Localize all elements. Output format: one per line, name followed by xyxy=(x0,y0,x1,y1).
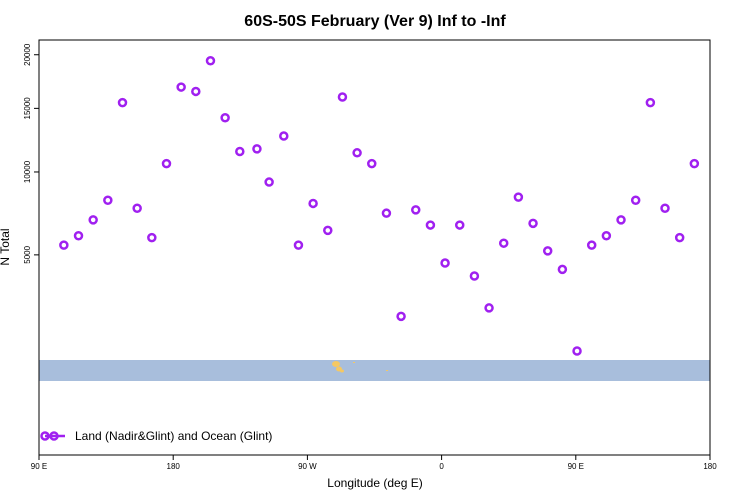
land-patch xyxy=(332,361,340,367)
data-point xyxy=(308,198,318,209)
data-point xyxy=(88,215,98,225)
data-point xyxy=(235,146,245,157)
data-point xyxy=(660,203,670,214)
data-point xyxy=(616,215,626,225)
x-axis-ticks: 90 E 180 90 W 0 90 E 180 xyxy=(31,455,717,471)
data-point xyxy=(572,346,582,356)
data-point xyxy=(484,303,494,313)
data-point xyxy=(411,205,421,215)
data-point xyxy=(528,218,538,229)
x-tick-label: 180 xyxy=(703,462,717,471)
data-point xyxy=(645,97,656,108)
data-point xyxy=(161,158,172,169)
data-point xyxy=(323,225,333,236)
y-tick-label: 5000 xyxy=(23,245,32,263)
x-tick-label: 90 E xyxy=(31,462,47,471)
data-point xyxy=(630,195,641,206)
x-axis-label: Longitude (deg E) xyxy=(327,476,422,490)
data-point xyxy=(352,148,362,158)
data-point xyxy=(454,220,465,230)
data-point xyxy=(513,192,524,202)
data-point xyxy=(117,97,128,108)
data-point xyxy=(264,177,274,187)
data-point xyxy=(205,56,216,66)
data-point xyxy=(542,246,553,256)
data-point xyxy=(498,238,509,248)
x-tick-label: 90 E xyxy=(568,462,584,471)
data-point xyxy=(601,231,612,241)
data-point xyxy=(337,92,348,102)
x-tick-label: 0 xyxy=(439,462,444,471)
data-points xyxy=(59,56,700,356)
data-point xyxy=(689,158,700,169)
data-point xyxy=(367,158,377,169)
legend: Land (Nadir&Glint) and Ocean (Glint) xyxy=(40,429,272,443)
data-point xyxy=(103,195,113,206)
data-point xyxy=(252,144,262,154)
y-tick-label: 20000 xyxy=(23,43,32,66)
ocean-band xyxy=(39,360,710,381)
data-point xyxy=(59,240,69,250)
data-point xyxy=(674,232,685,243)
data-point xyxy=(425,220,436,230)
data-point xyxy=(147,232,157,243)
data-point xyxy=(293,240,304,250)
legend-marker xyxy=(49,431,59,441)
land-mask-band xyxy=(39,360,710,381)
y-tick-label: 15000 xyxy=(23,97,32,120)
data-point xyxy=(440,258,450,268)
land-patch xyxy=(353,362,355,363)
y-axis-label: N Total xyxy=(0,228,12,265)
data-point xyxy=(73,231,84,241)
legend-label: Land (Nadir&Glint) and Ocean (Glint) xyxy=(75,429,272,443)
data-point xyxy=(381,208,392,218)
land-patch xyxy=(340,369,344,373)
data-point xyxy=(220,112,230,123)
plot-frame xyxy=(38,39,711,456)
chart-title: 60S-50S February (Ver 9) Inf to -Inf xyxy=(244,13,506,30)
data-point xyxy=(557,264,568,275)
y-axis-ticks: 5000 10000 15000 20000 xyxy=(23,43,39,264)
data-point xyxy=(469,271,480,281)
y-tick-label: 10000 xyxy=(23,160,32,183)
data-point xyxy=(279,131,289,141)
x-tick-label: 90 W xyxy=(298,462,317,471)
data-point xyxy=(132,203,142,214)
legend-marker xyxy=(40,431,50,441)
data-point xyxy=(586,240,597,250)
data-point xyxy=(191,86,201,97)
x-tick-label: 180 xyxy=(167,462,181,471)
land-patch xyxy=(386,370,388,371)
data-point xyxy=(396,311,406,322)
data-point xyxy=(176,82,186,92)
